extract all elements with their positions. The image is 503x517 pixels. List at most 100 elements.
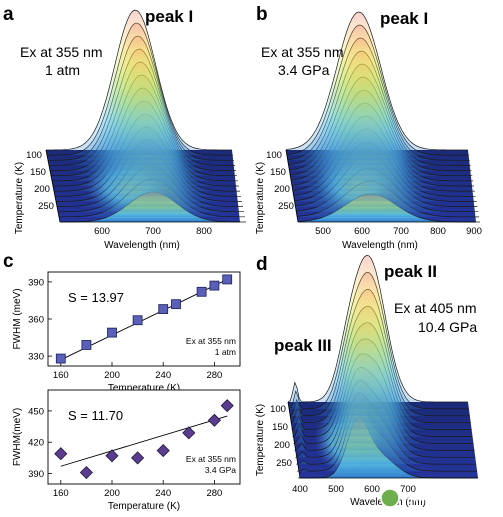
trace-fill	[288, 255, 468, 402]
panel-d-pressure: 10.4 GPa	[418, 319, 477, 335]
panel-a-excitation: Ex at 355 nm	[20, 44, 103, 60]
x-axis-label: Temperature (K)	[108, 501, 180, 512]
data-point	[158, 304, 169, 315]
x-tick-label: 160	[53, 370, 69, 381]
slope-annotation: S = 13.97	[68, 290, 124, 305]
panel-d-waterfall	[287, 254, 478, 479]
panel-a-traces	[46, 9, 246, 223]
panel-c-letter: c	[3, 251, 14, 272]
legend-excitation: Ex at 355 nm	[186, 454, 236, 464]
x-tick-label: 280	[206, 488, 222, 499]
watermark-text: 材料科学与工程	[401, 490, 486, 505]
panel-a-y-axis	[45, 149, 61, 223]
panel-b-xtick: 700	[393, 226, 409, 237]
panel-b-ylabel: Temperature (K)	[255, 162, 266, 234]
data-point	[156, 444, 170, 458]
panel-d-peak-ii-label: peak II	[384, 262, 437, 281]
panel-b-peak-label: peak I	[380, 9, 428, 28]
panel-c-bottom-plot: 160 200 240 280 390 420 450 S = 11.70 Ex at 355 …	[12, 389, 241, 512]
data-point	[54, 447, 68, 461]
y-tick-label: 450	[28, 406, 44, 417]
data-point	[222, 274, 233, 285]
panel-d-xtick: 600	[364, 484, 380, 495]
panel-b-xtick: 800	[430, 226, 446, 237]
y-tick-label: 390	[28, 469, 44, 480]
panel-a-xtick: 600	[94, 226, 110, 237]
x-tick-label: 240	[155, 370, 171, 381]
panel-d-ytick: 150	[272, 422, 288, 433]
x-tick-label: 200	[104, 488, 120, 499]
panel-d-xtick: 700	[400, 484, 416, 495]
panel-b-pressure: 3.4 GPa	[278, 62, 330, 78]
y-tick-label: 360	[28, 315, 44, 326]
spectrum-trace	[46, 9, 232, 151]
panel-a-ylabel: Temperature (K)	[14, 162, 25, 234]
panel-d-ytick: 200	[274, 440, 290, 451]
panel-d-ylabel: Temperature (K)	[255, 404, 266, 476]
data-point	[196, 286, 207, 297]
panel-a-letter: a	[3, 4, 14, 25]
panel-d-y-axis	[287, 401, 301, 479]
panel-d-peak-iii-label: peak III	[274, 336, 332, 355]
data-point	[55, 353, 66, 364]
panel-a-peak-label: peak I	[145, 7, 193, 26]
data-point	[171, 299, 181, 310]
panel-b-xtick: 600	[354, 226, 370, 237]
panel-b-xlabel: Wavelength (nm)	[342, 240, 418, 251]
data-point	[107, 327, 117, 338]
legend-excitation: Ex at 355 nm	[186, 336, 236, 346]
panel-d-xtick: 500	[328, 484, 344, 495]
data-point	[182, 426, 196, 440]
panel-b-xtick: 900	[466, 226, 482, 237]
panel-a-ytick: 100	[26, 150, 42, 161]
y-tick-label: 390	[28, 277, 44, 288]
x-tick-label: 160	[53, 488, 69, 499]
data-point	[132, 315, 143, 326]
panel-b-ytick: 250	[278, 201, 294, 212]
panel-a-ytick: 250	[38, 201, 54, 212]
fit-line	[60, 415, 228, 467]
panel-d-ytick: 250	[276, 458, 292, 469]
data-point	[209, 280, 220, 291]
panel-d-xtick: 400	[292, 484, 308, 495]
y-tick-label: 420	[28, 438, 44, 449]
panel-a-xlabel: Wavelength (nm)	[104, 240, 180, 251]
data-point	[131, 451, 145, 465]
trace-fill	[46, 10, 232, 150]
panel-d-traces	[287, 254, 478, 479]
y-axis-label: FWHM (meV)	[12, 288, 23, 349]
data-point	[79, 465, 93, 480]
panel-c-top-plot: 160 200 240 280 330 360 390 S = 13.97 Ex at 355 …	[12, 271, 241, 394]
panel-d-letter: d	[256, 254, 268, 275]
panel-a-waterfall	[45, 9, 246, 223]
x-tick-label: 200	[104, 370, 120, 381]
x-axis-label: Temperature (K)	[108, 383, 180, 394]
legend-pressure: 3.4 GPa	[205, 465, 236, 475]
panel-d-excitation: Ex at 405 nm	[394, 300, 477, 316]
y-axis-label: FWHM(meV)	[12, 408, 23, 466]
watermark-logo-icon	[380, 488, 400, 508]
panel-b-ytick: 200	[274, 184, 290, 195]
panel-b-waterfall	[285, 11, 480, 223]
panel-a-xtick: 800	[196, 226, 212, 237]
y-tick-label: 330	[28, 352, 44, 363]
panel-b-ytick: 100	[266, 150, 282, 161]
panel-a-pressure: 1 atm	[45, 62, 80, 78]
panel-b-letter: b	[256, 4, 268, 25]
panel-a-ytick: 200	[34, 184, 50, 195]
panel-a-xtick: 700	[145, 226, 161, 237]
data-point	[105, 449, 119, 463]
x-tick-label: 280	[206, 370, 222, 381]
panel-a-ytick: 150	[30, 167, 46, 178]
data-point	[81, 340, 92, 350]
legend-pressure: 1 atm	[215, 347, 236, 357]
watermark: 材料科学与工程	[380, 488, 486, 508]
panel-d-ytick: 100	[270, 404, 286, 415]
plot-frame	[47, 389, 241, 485]
spectrum-trace	[287, 254, 468, 403]
data-point	[220, 399, 234, 413]
panel-b-y-axis	[285, 149, 299, 223]
trace-fill	[286, 12, 468, 150]
panel-b-excitation: Ex at 355 nm	[261, 44, 344, 60]
